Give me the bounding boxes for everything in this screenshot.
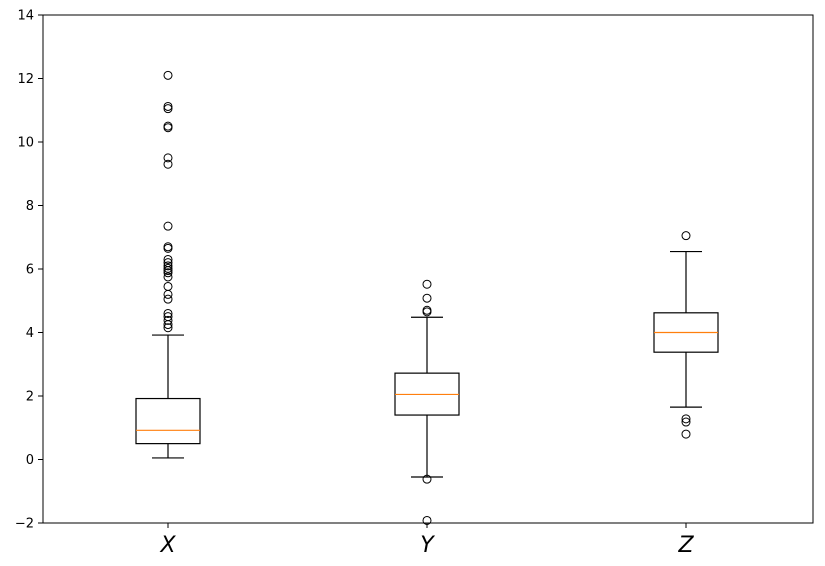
outlier-y bbox=[422, 279, 432, 289]
y-tick-label: 2 bbox=[26, 390, 34, 405]
outlier-z bbox=[681, 231, 691, 241]
outlier-y bbox=[422, 293, 432, 303]
outlier-x bbox=[163, 312, 173, 322]
outlier-x bbox=[163, 159, 173, 169]
plot-area: −2 0 2 4 6 8 10 12 14 X Y Z bbox=[15, 9, 814, 558]
y-tick-label: 10 bbox=[17, 136, 34, 151]
y-tick-label: 12 bbox=[17, 72, 34, 87]
outlier-x bbox=[163, 121, 173, 131]
outlier-z bbox=[681, 429, 691, 439]
outlier-x bbox=[163, 308, 173, 318]
x-tick-label-z: Z bbox=[677, 533, 694, 558]
outlier-x bbox=[163, 315, 173, 325]
outlier-x bbox=[163, 70, 173, 80]
y-tick-label: 4 bbox=[26, 326, 34, 341]
y-tick-label: 8 bbox=[26, 199, 34, 214]
outlier-y bbox=[422, 474, 432, 484]
outlier-y bbox=[422, 305, 432, 315]
outlier-x bbox=[163, 263, 173, 273]
outlier-x bbox=[163, 261, 173, 271]
outlier-x bbox=[163, 242, 173, 252]
outlier-x bbox=[163, 258, 173, 268]
outlier-z bbox=[681, 414, 691, 424]
box-x bbox=[135, 397, 201, 445]
outlier-x bbox=[163, 272, 173, 282]
y-tick-label: 0 bbox=[26, 453, 34, 468]
outlier-x bbox=[163, 101, 173, 111]
outlier-x bbox=[163, 221, 173, 231]
y-tick-label: 14 bbox=[17, 9, 34, 24]
y-tick-label: 6 bbox=[26, 263, 34, 278]
outlier-x bbox=[163, 281, 173, 291]
outlier-z bbox=[681, 417, 691, 427]
plot-frame bbox=[42, 14, 814, 524]
x-tick-label-x: X bbox=[159, 533, 176, 558]
outlier-x bbox=[163, 289, 173, 299]
outlier-y bbox=[422, 515, 432, 525]
outlier-x bbox=[163, 254, 173, 264]
outlier-x bbox=[163, 294, 173, 304]
outlier-x bbox=[163, 268, 173, 278]
x-tick-label-y: Y bbox=[420, 533, 435, 558]
outlier-x bbox=[163, 104, 173, 114]
outlier-x bbox=[163, 153, 173, 163]
y-tick-label: −2 bbox=[15, 517, 34, 532]
outlier-x bbox=[163, 323, 173, 333]
